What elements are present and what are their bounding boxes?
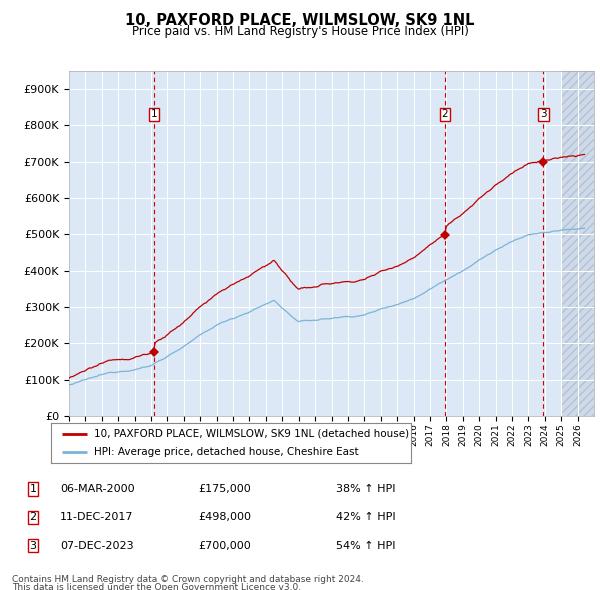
Text: 1: 1 <box>151 109 157 119</box>
Bar <box>561 71 594 416</box>
Text: 3: 3 <box>540 109 547 119</box>
Text: 2: 2 <box>442 109 448 119</box>
Text: 2: 2 <box>29 513 37 522</box>
Text: 3: 3 <box>29 541 37 550</box>
Text: 10, PAXFORD PLACE, WILMSLOW, SK9 1NL (detached house): 10, PAXFORD PLACE, WILMSLOW, SK9 1NL (de… <box>94 429 409 439</box>
Text: Price paid vs. HM Land Registry's House Price Index (HPI): Price paid vs. HM Land Registry's House … <box>131 25 469 38</box>
Text: £175,000: £175,000 <box>198 484 251 494</box>
Text: £498,000: £498,000 <box>198 513 251 522</box>
Text: 07-DEC-2023: 07-DEC-2023 <box>60 541 134 550</box>
Text: 1: 1 <box>29 484 37 494</box>
Text: Contains HM Land Registry data © Crown copyright and database right 2024.: Contains HM Land Registry data © Crown c… <box>12 575 364 584</box>
Text: This data is licensed under the Open Government Licence v3.0.: This data is licensed under the Open Gov… <box>12 582 301 590</box>
Text: 54% ↑ HPI: 54% ↑ HPI <box>336 541 395 550</box>
Text: 06-MAR-2000: 06-MAR-2000 <box>60 484 134 494</box>
Text: 11-DEC-2017: 11-DEC-2017 <box>60 513 133 522</box>
Text: £700,000: £700,000 <box>198 541 251 550</box>
Text: 42% ↑ HPI: 42% ↑ HPI <box>336 513 395 522</box>
Text: HPI: Average price, detached house, Cheshire East: HPI: Average price, detached house, Ches… <box>94 447 359 457</box>
Text: 10, PAXFORD PLACE, WILMSLOW, SK9 1NL: 10, PAXFORD PLACE, WILMSLOW, SK9 1NL <box>125 13 475 28</box>
Text: 38% ↑ HPI: 38% ↑ HPI <box>336 484 395 494</box>
